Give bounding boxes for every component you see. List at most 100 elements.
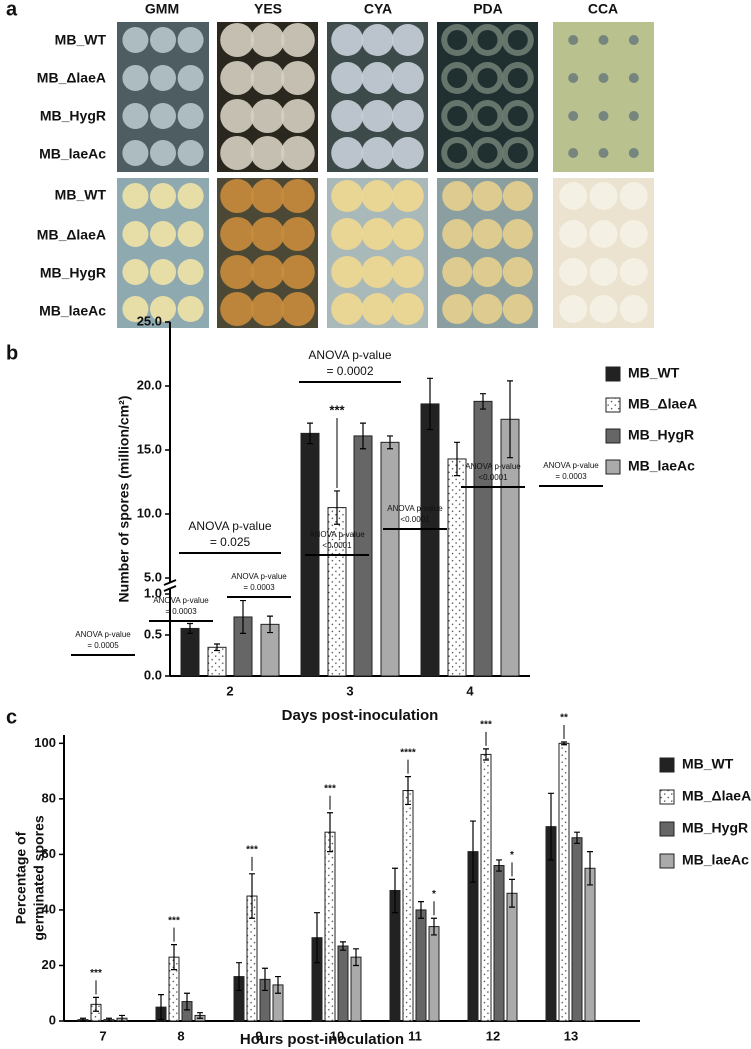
anova-label: = 0.025 — [210, 535, 251, 549]
colony — [150, 183, 176, 209]
colony — [331, 137, 364, 169]
colony — [280, 136, 315, 170]
bar — [493, 865, 505, 1022]
x-tick-label: 3 — [346, 683, 353, 698]
colony — [150, 27, 176, 53]
colony-center — [477, 106, 498, 126]
y-axis-label: germinated spores — [31, 815, 47, 940]
error-bar — [262, 967, 268, 992]
colony-center — [447, 143, 468, 163]
colony — [220, 179, 255, 213]
colony — [331, 24, 364, 56]
error-bar — [561, 741, 567, 746]
legend-label: MB_laeAc — [628, 458, 695, 474]
colony — [589, 182, 618, 210]
error-bar — [119, 1014, 125, 1022]
colony — [442, 181, 473, 211]
colony — [502, 219, 533, 249]
row-label: MB_ΔlaeA — [37, 70, 106, 86]
colony — [122, 103, 149, 129]
colony-center — [507, 106, 528, 126]
colony — [391, 293, 424, 325]
colony — [177, 183, 204, 209]
legend-label: MB_WT — [682, 756, 734, 772]
colony — [391, 180, 424, 212]
colony — [442, 219, 473, 249]
anova-label: ANOVA p-value — [309, 530, 365, 539]
legend-swatch — [659, 757, 675, 773]
colony — [280, 61, 315, 95]
colony — [361, 100, 394, 132]
error-bar — [80, 1017, 86, 1022]
row-label: MB_laeAc — [39, 303, 106, 319]
y-tick-label: 10.0 — [137, 505, 162, 520]
colony — [177, 103, 204, 129]
colony — [220, 136, 255, 170]
y-tick-label: 0.5 — [144, 626, 162, 641]
colony — [280, 23, 315, 57]
colony — [250, 136, 285, 170]
colony — [280, 99, 315, 133]
error-bar — [184, 992, 190, 1011]
colony — [589, 258, 618, 286]
colony — [331, 293, 364, 325]
colony — [122, 221, 149, 247]
colony-center — [477, 143, 498, 163]
y-tick-label: 60 — [42, 846, 56, 861]
colony — [559, 220, 588, 248]
colony — [391, 256, 424, 288]
colony — [628, 111, 639, 121]
colony — [122, 65, 149, 91]
bar — [584, 867, 596, 1022]
significance-label: *** — [480, 720, 492, 731]
error-bar — [496, 859, 502, 872]
error-bar — [340, 941, 346, 951]
anova-label: ANOVA p-value — [188, 519, 271, 533]
colony — [220, 255, 255, 289]
significance-label: * — [510, 850, 514, 861]
colony — [628, 35, 639, 45]
x-axis-label: Hours post-inoculation — [240, 1031, 404, 1048]
legend-swatch — [605, 366, 621, 382]
bar — [558, 742, 570, 1022]
colony — [619, 258, 648, 286]
colony — [361, 256, 394, 288]
y-tick-label: 20 — [42, 957, 56, 972]
bar — [337, 945, 349, 1022]
bar — [324, 831, 336, 1022]
bar — [480, 753, 492, 1022]
error-bar — [314, 912, 320, 964]
y-axis-label: Number of spores (million/cm²) — [116, 396, 132, 603]
colony — [122, 296, 149, 322]
colony — [619, 220, 648, 248]
y-tick-label: 0 — [49, 1012, 56, 1027]
colony — [177, 221, 204, 247]
colony — [472, 219, 503, 249]
colony — [559, 258, 588, 286]
colony — [280, 217, 315, 251]
colony-center — [507, 30, 528, 50]
error-bar — [548, 792, 554, 861]
colony — [361, 62, 394, 94]
colony — [220, 23, 255, 57]
colony — [250, 99, 285, 133]
error-bar — [405, 776, 411, 806]
colony — [568, 111, 579, 121]
error-bar — [470, 820, 476, 883]
colony — [177, 140, 204, 166]
x-axis-label: Days post-inoculation — [282, 707, 439, 724]
y-tick-label: 1.0 — [144, 585, 162, 600]
colony — [220, 292, 255, 326]
error-bar — [275, 975, 281, 994]
anova-label: = 0.0003 — [243, 583, 275, 592]
colony — [250, 255, 285, 289]
colony — [628, 148, 639, 158]
legend-label: MB_HygR — [628, 427, 694, 443]
legend-label: MB_ΔlaeA — [682, 788, 751, 804]
colony — [361, 180, 394, 212]
colony — [331, 100, 364, 132]
row-label: MB_WT — [55, 187, 107, 203]
error-bar — [214, 643, 220, 652]
error-bar — [483, 748, 489, 761]
